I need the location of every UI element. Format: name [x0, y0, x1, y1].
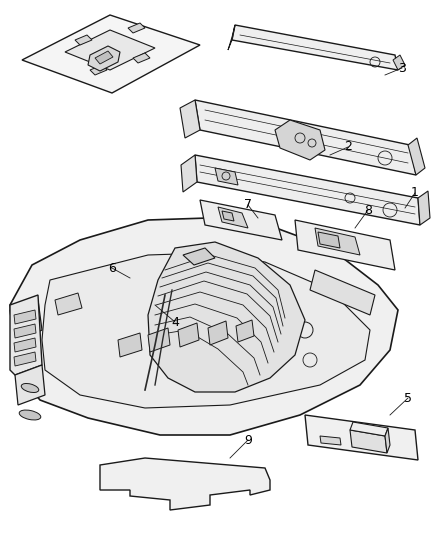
- Polygon shape: [128, 23, 145, 33]
- Polygon shape: [215, 168, 238, 185]
- Polygon shape: [195, 155, 420, 225]
- Polygon shape: [148, 242, 305, 392]
- Polygon shape: [228, 25, 235, 50]
- Polygon shape: [88, 46, 120, 71]
- Polygon shape: [305, 415, 418, 460]
- Polygon shape: [148, 328, 170, 352]
- Polygon shape: [133, 53, 150, 63]
- Polygon shape: [315, 228, 360, 255]
- Polygon shape: [118, 333, 142, 357]
- Text: 2: 2: [344, 141, 352, 154]
- Text: 9: 9: [244, 433, 252, 447]
- Polygon shape: [10, 295, 42, 375]
- Polygon shape: [75, 35, 92, 45]
- Polygon shape: [393, 55, 405, 70]
- Text: 7: 7: [244, 198, 252, 212]
- Polygon shape: [100, 458, 270, 510]
- Polygon shape: [350, 430, 387, 453]
- Polygon shape: [22, 15, 200, 93]
- Polygon shape: [14, 310, 36, 324]
- Polygon shape: [183, 248, 215, 265]
- Polygon shape: [408, 138, 425, 175]
- Polygon shape: [318, 232, 340, 248]
- Text: 1: 1: [411, 187, 419, 199]
- Ellipse shape: [21, 383, 39, 392]
- Polygon shape: [385, 428, 390, 453]
- Polygon shape: [180, 100, 200, 138]
- Polygon shape: [195, 100, 416, 175]
- Polygon shape: [418, 191, 430, 225]
- Ellipse shape: [19, 410, 41, 420]
- Polygon shape: [350, 422, 388, 436]
- Polygon shape: [218, 207, 248, 228]
- Text: 8: 8: [364, 204, 372, 216]
- Polygon shape: [208, 321, 228, 345]
- Text: 3: 3: [398, 61, 406, 75]
- Polygon shape: [65, 30, 155, 70]
- Polygon shape: [14, 324, 36, 338]
- Polygon shape: [275, 120, 325, 160]
- Polygon shape: [90, 65, 107, 75]
- Polygon shape: [15, 365, 45, 405]
- Polygon shape: [232, 25, 398, 70]
- Polygon shape: [222, 211, 234, 221]
- Polygon shape: [181, 155, 197, 192]
- Polygon shape: [42, 253, 370, 408]
- Polygon shape: [10, 218, 398, 435]
- Polygon shape: [320, 436, 341, 445]
- Polygon shape: [295, 220, 395, 270]
- Text: 6: 6: [108, 262, 116, 274]
- Polygon shape: [10, 300, 42, 345]
- Polygon shape: [14, 338, 36, 352]
- Polygon shape: [14, 352, 36, 366]
- Text: 5: 5: [404, 392, 412, 405]
- Polygon shape: [178, 323, 199, 347]
- Polygon shape: [95, 51, 113, 64]
- Polygon shape: [200, 200, 282, 240]
- Polygon shape: [310, 270, 375, 315]
- Polygon shape: [55, 293, 82, 315]
- Text: 4: 4: [171, 316, 179, 328]
- Polygon shape: [236, 320, 254, 342]
